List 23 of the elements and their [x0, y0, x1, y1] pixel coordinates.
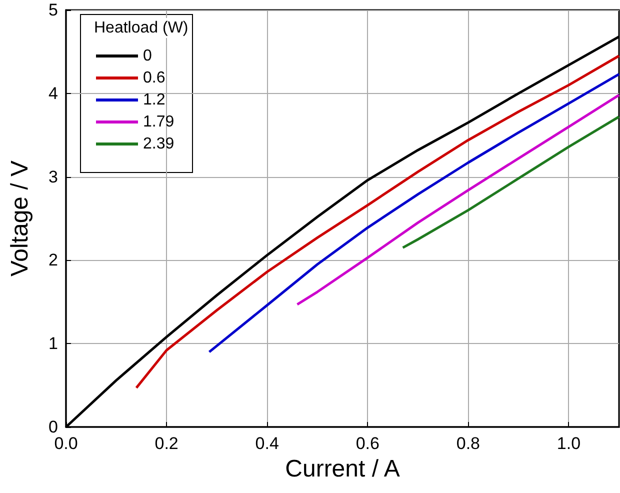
x-tick-label: 0.6	[356, 434, 380, 453]
y-tick-label: 2	[48, 250, 58, 270]
line-series	[402, 116, 620, 249]
y-tick-label: 5	[48, 0, 58, 20]
legend-label: 1.79	[143, 114, 174, 130]
y-tick-label: 1	[48, 334, 58, 354]
y-tick-label: 4	[48, 84, 58, 103]
legend-label: 0.6	[143, 70, 166, 86]
line-series	[208, 72, 620, 354]
x-tick-label: 1.0	[556, 434, 581, 453]
line-series	[296, 94, 620, 306]
x-axis-title: Current / A	[285, 455, 400, 482]
y-axis-title: Voltage / V	[6, 160, 34, 277]
x-tick-label: 0.4	[255, 434, 279, 453]
legend-title: Heatload (W)	[94, 20, 188, 36]
x-tick-label: 0.8	[456, 434, 480, 453]
y-tick-label: 0	[48, 418, 58, 436]
x-tick-label: 0.0	[54, 434, 78, 453]
legend-label: 0	[143, 48, 152, 64]
x-tick-label: 0.2	[154, 434, 178, 453]
legend-label: 1.2	[143, 92, 166, 108]
y-tick-label: 3	[48, 167, 58, 186]
legend-label: 2.39	[143, 136, 174, 152]
